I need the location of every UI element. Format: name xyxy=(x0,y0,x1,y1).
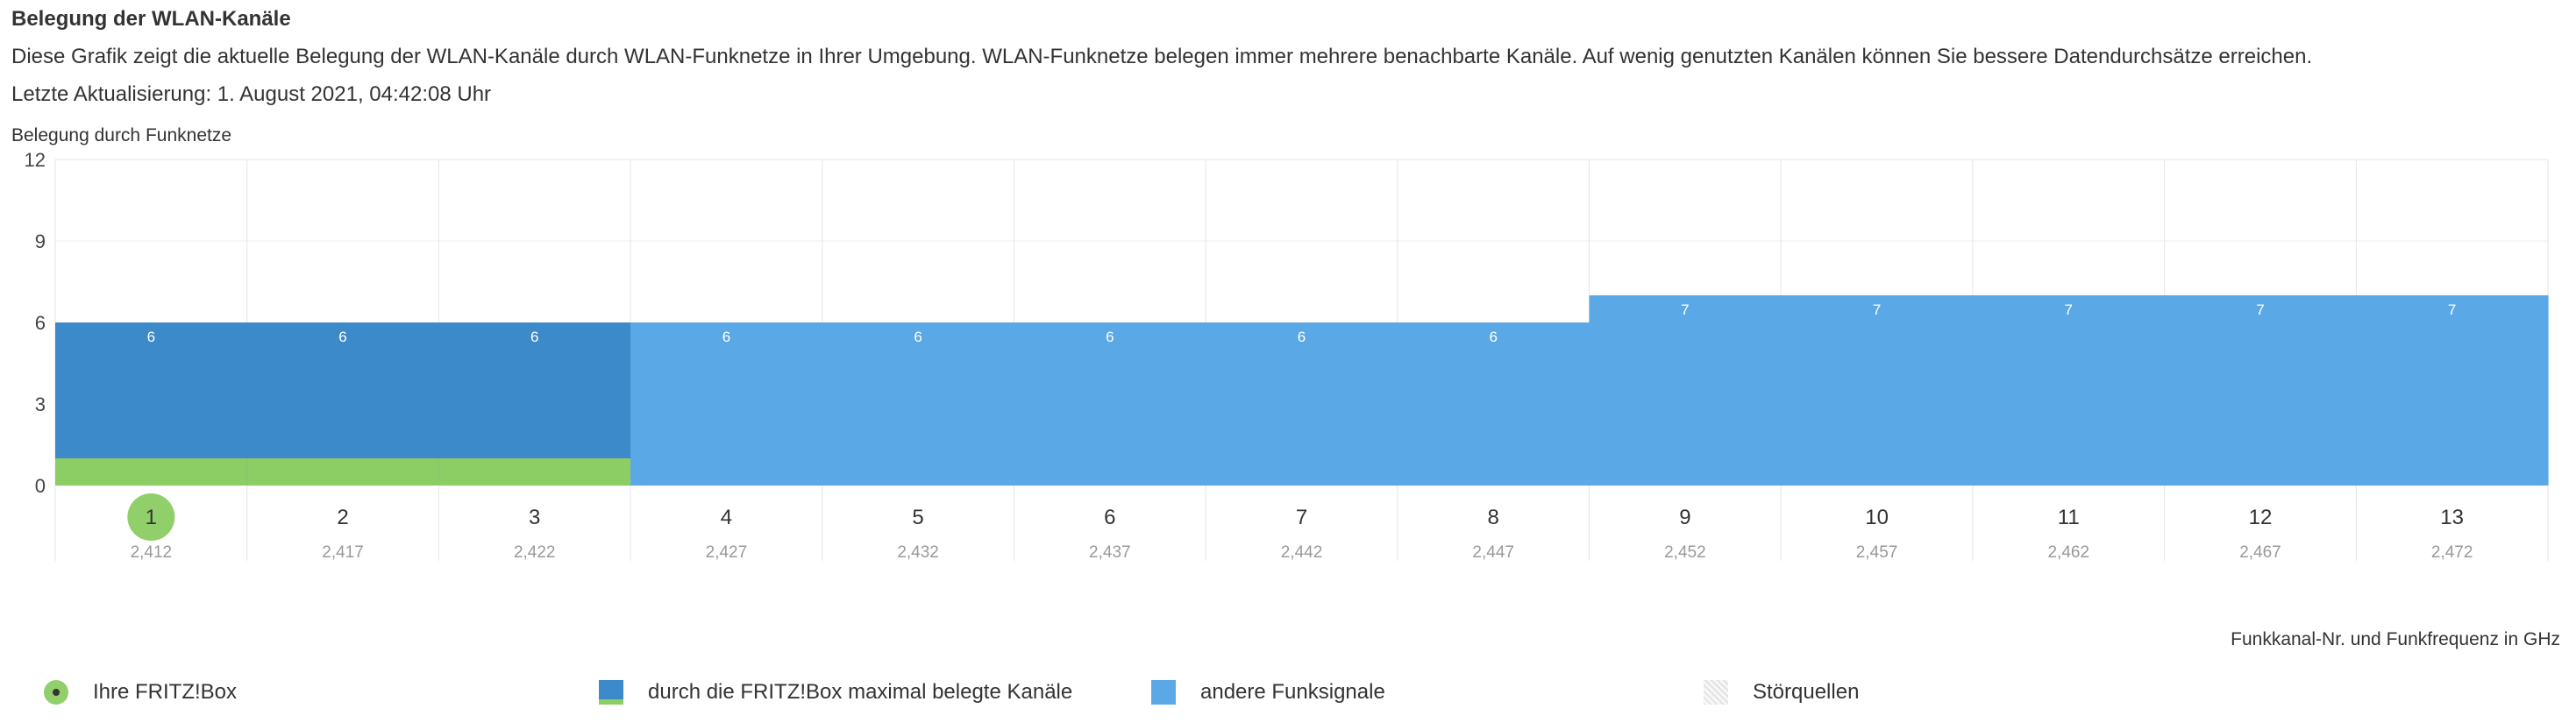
chart-title: Belegung durch Funknetze xyxy=(11,125,232,145)
x-tick-label: 13 xyxy=(2440,506,2464,529)
x-frequency-label: 2,417 xyxy=(322,543,364,562)
x-tick-label: 2 xyxy=(337,506,348,529)
x-frequency-label: 2,462 xyxy=(2047,543,2089,562)
bar-channel-4 xyxy=(630,323,823,486)
data-label: 6 xyxy=(1106,329,1114,345)
page-description: Diese Grafik zeigt die aktuelle Belegung… xyxy=(11,45,2313,68)
legend-item-fritzbox: Ihre FRITZ!Box xyxy=(44,680,237,705)
page-title: Belegung der WLAN-Kanäle xyxy=(11,7,291,31)
x-frequency-label: 2,432 xyxy=(897,543,939,562)
x-tick-label: 1 xyxy=(146,506,157,529)
max-channels-swatch-icon xyxy=(599,680,623,705)
fritzbox-band-1 xyxy=(55,458,248,486)
bar-channel-11 xyxy=(1972,295,2166,486)
bar-channel-12 xyxy=(2164,295,2357,486)
last-update: Letzte Aktualisierung: 1. August 2021, 0… xyxy=(11,82,492,106)
fritzbox-dot-icon xyxy=(44,680,68,705)
bar-channel-9 xyxy=(1589,295,1782,486)
bar-channel-5 xyxy=(822,323,1015,486)
x-frequency-label: 2,412 xyxy=(131,543,173,562)
channel-chart: 0 3 6 9 12 6 6 6 6 6 6 6 6 7 7 7 7 7 1 2,412 2 2,417 3 2,422 4 2,… xyxy=(25,149,2549,562)
legend-label: Ihre FRITZ!Box xyxy=(93,680,238,704)
legend-label: Störquellen xyxy=(1753,680,1860,704)
x-frequency-label: 2,442 xyxy=(1281,543,1323,562)
x-tick-label: 6 xyxy=(1104,506,1115,529)
legend-item-interference: Störquellen xyxy=(1704,680,1859,705)
data-label: 6 xyxy=(1298,329,1306,345)
x-frequency-label: 2,457 xyxy=(1856,543,1898,562)
bar-channel-6 xyxy=(1014,323,1206,486)
fritzbox-band-3 xyxy=(438,458,631,486)
legend-item-other-signals: andere Funksignale xyxy=(1151,680,1385,705)
x-tick-label: 3 xyxy=(529,506,540,529)
x-tick-label: 10 xyxy=(1865,506,1889,529)
x-frequency-label: 2,472 xyxy=(2431,543,2473,562)
legend-label: durch die FRITZ!Box maximal belegte Kanä… xyxy=(648,680,1073,704)
x-frequency-label: 2,467 xyxy=(2239,543,2281,562)
data-label: 7 xyxy=(1681,301,1689,318)
data-label: 7 xyxy=(2256,301,2264,318)
legend-item-max-channels: durch die FRITZ!Box maximal belegte Kanä… xyxy=(599,680,1072,705)
other-signals-swatch-icon xyxy=(1151,680,1176,705)
x-frequency-label: 2,452 xyxy=(1664,543,1706,562)
y-tick-label: 0 xyxy=(35,475,46,497)
x-frequency-label: 2,437 xyxy=(1089,543,1131,562)
y-tick-label: 6 xyxy=(35,312,46,334)
x-frequency-label: 2,447 xyxy=(1472,543,1514,562)
bar-channel-7 xyxy=(1206,323,1398,486)
bar-channel-10 xyxy=(1781,295,1974,486)
y-tick-label: 3 xyxy=(35,393,46,415)
data-label: 6 xyxy=(530,329,538,345)
data-label: 6 xyxy=(914,329,922,345)
y-tick-label: 12 xyxy=(25,149,46,171)
y-tick-label: 9 xyxy=(35,230,46,252)
legend-label: andere Funksignale xyxy=(1200,680,1385,704)
fritzbox-band-2 xyxy=(246,458,439,486)
bar-channel-8 xyxy=(1397,323,1590,486)
bar-channel-13 xyxy=(2356,295,2549,486)
x-tick-label: 11 xyxy=(2058,506,2080,529)
data-label: 6 xyxy=(722,329,730,345)
data-label: 6 xyxy=(1489,329,1497,345)
x-tick-label: 4 xyxy=(721,506,732,529)
x-axis-label: Funkkanal-Nr. und Funkfrequenz in GHz xyxy=(2231,629,2560,649)
own-channel-marker xyxy=(127,493,175,541)
data-label: 7 xyxy=(1873,301,1881,318)
data-label: 7 xyxy=(2065,301,2073,318)
interference-swatch-icon xyxy=(1704,680,1728,705)
data-label: 7 xyxy=(2448,301,2456,318)
x-frequency-label: 2,422 xyxy=(514,543,556,562)
x-tick-label: 7 xyxy=(1296,506,1307,529)
data-label: 6 xyxy=(338,329,346,345)
x-tick-label: 8 xyxy=(1488,506,1499,529)
x-frequency-label: 2,427 xyxy=(706,543,748,562)
x-tick-label: 12 xyxy=(2249,506,2273,529)
x-tick-label: 9 xyxy=(1679,506,1690,529)
x-tick-label: 5 xyxy=(912,506,923,529)
data-label: 6 xyxy=(147,329,155,345)
